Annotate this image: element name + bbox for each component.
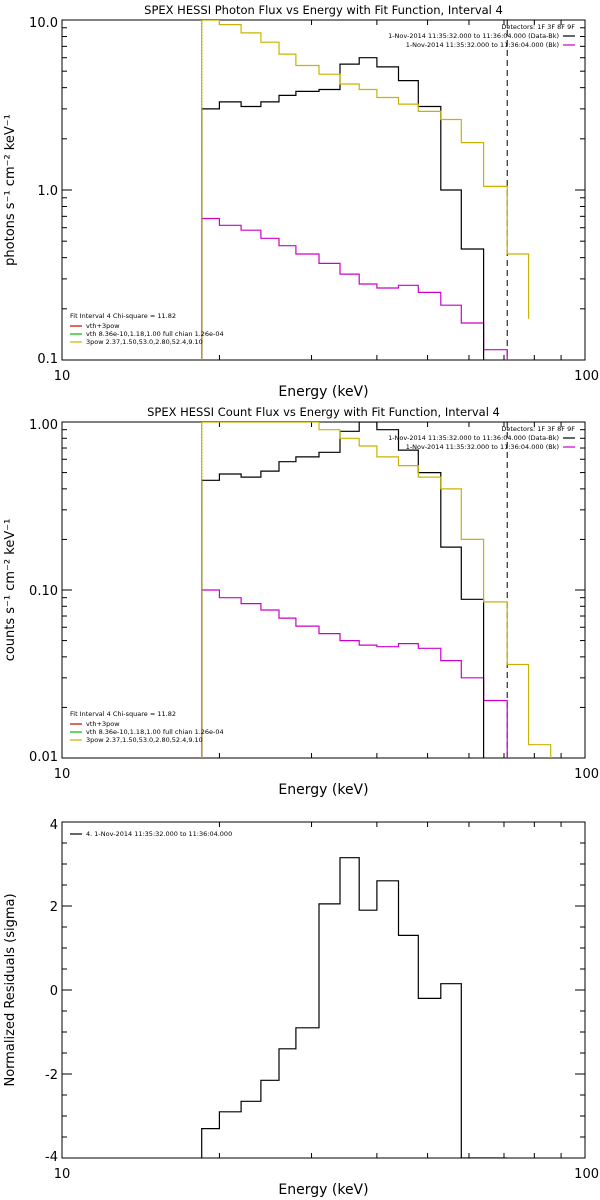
plot-area [201,422,552,758]
fit-legend-entry: vth+3pow [86,322,120,330]
chart-panel-1: SPEX HESSI Photon Flux vs Energy with Fi… [3,3,599,400]
fit-legend-entry: 3pow 2.37,1.50,53.0,2.80,52.4,9.10 [86,338,203,346]
fit-legend-entry: vth+3pow [86,720,120,728]
chart-panel-3: 10 100 Energy (keV) -4 -2 0 2 4 Normalized Resid… [3,818,599,1198]
series-3-histogram [201,422,552,758]
y-axis-label: photons s⁻¹ cm⁻² keV⁻¹ [3,114,18,266]
y-tick-label: 0.01 [29,750,58,765]
plot-area [201,20,530,360]
fit-legend-header: Fit Interval 4 Chi-square = 11.82 [70,710,176,718]
residual-legend-entry: 4. 1-Nov-2014 11:35:32.000 to 11:36:04.0… [86,830,232,838]
plot-area [201,857,508,1158]
y-tick-label: 1.0 [37,184,58,199]
x-tick-label: 100 [574,767,599,782]
y-tick-label: 0 [50,984,58,999]
fit-legend-entry: 3pow 2.37,1.50,53.0,2.80,52.4,9.10 [86,736,203,744]
chart-title: SPEX HESSI Photon Flux vs Energy with Fi… [144,3,503,17]
plot-frame [61,421,586,759]
legend-entry: 1-Nov-2014 11:35:32.000 to 11:36:04.000 … [406,41,559,49]
series-1-histogram [201,57,485,360]
legend-entry: 1-Nov-2014 11:35:32.000 to 11:36:04.000 … [388,434,559,442]
legend-entry: Detectors: 1F 3F 8F 9F [501,425,575,433]
y-axis-label: counts s⁻¹ cm⁻² keV⁻¹ [3,519,18,662]
y-tick-label: 1.00 [29,418,58,433]
y-tick-label: 4 [50,818,58,833]
x-tick-label: 10 [54,1167,71,1182]
x-tick-label: 100 [574,369,599,384]
fit-legend-entry: vth 8.36e-10,1.18,1.00 full chian 1.26e-… [86,330,224,338]
series-3-histogram [201,20,530,360]
series-1-histogram [201,857,508,1158]
series-2-histogram [201,589,508,758]
chart-title: SPEX HESSI Count Flux vs Energy with Fit… [147,405,500,419]
plot-frame [61,821,586,1159]
x-tick-label: 10 [54,369,71,384]
fit-legend-entry: vth 8.36e-10,1.18,1.00 full chian 1.26e-… [86,728,224,736]
legend-entry: Detectors: 1F 3F 8F 9F [501,23,575,31]
y-tick-label: 2 [50,900,58,915]
x-axis-label: Energy (keV) [278,1182,368,1198]
y-tick-label: 0.10 [29,584,58,599]
y-tick-label: -4 [45,1150,58,1165]
x-axis-label: Energy (keV) [278,384,368,400]
y-tick-label: 10.0 [29,16,58,31]
y-axis-label: Normalized Residuals (sigma) [3,893,18,1086]
y-tick-label: 0.1 [37,352,58,367]
legend-entry: 1-Nov-2014 11:35:32.000 to 11:36:04.000 … [406,443,559,451]
x-axis-label: Energy (keV) [278,782,368,798]
x-tick-label: 100 [574,1167,599,1182]
chart-panel-2: SPEX HESSI Count Flux vs Energy with Fit… [3,405,599,798]
legend-entry: 1-Nov-2014 11:35:32.000 to 11:36:04.000 … [388,32,559,40]
fit-legend-header: Fit Interval 4 Chi-square = 11.82 [70,312,176,320]
y-tick-label: -2 [45,1068,58,1083]
series-2-histogram [201,217,508,360]
plot-frame [61,19,586,361]
series-1-histogram [201,422,485,758]
x-tick-label: 10 [54,767,71,782]
